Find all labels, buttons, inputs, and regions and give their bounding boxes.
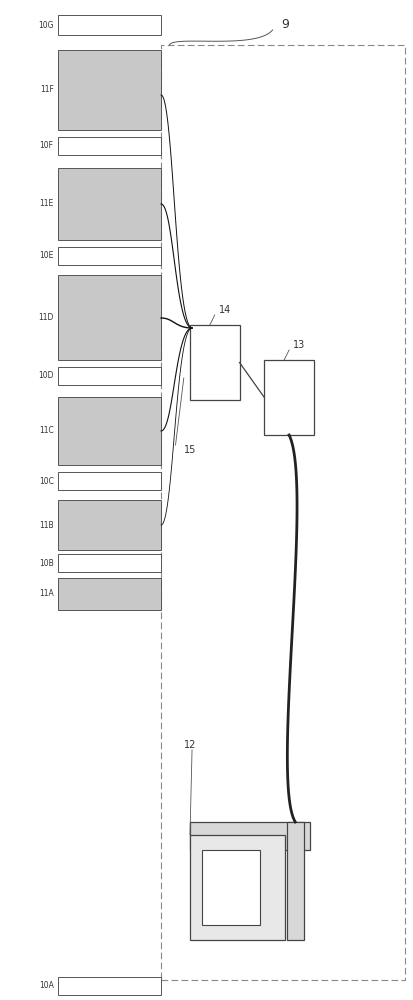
Bar: [58, 500, 161, 550]
Text: 10A: 10A: [39, 982, 54, 990]
Text: 14: 14: [219, 305, 231, 315]
Text: 10D: 10D: [38, 371, 54, 380]
Bar: [58, 275, 161, 360]
Text: 11A: 11A: [39, 589, 54, 598]
Bar: [58, 168, 161, 240]
Bar: [58, 578, 161, 610]
Text: 11F: 11F: [40, 86, 54, 95]
Bar: [58, 472, 161, 490]
Bar: [58, 977, 161, 995]
Bar: [58, 15, 161, 35]
Bar: [190, 822, 310, 850]
Bar: [264, 360, 314, 435]
Bar: [58, 168, 161, 240]
Bar: [58, 50, 161, 130]
Text: 11C: 11C: [39, 426, 54, 435]
Text: 10E: 10E: [39, 251, 54, 260]
Bar: [58, 367, 161, 385]
Bar: [202, 850, 260, 925]
Text: 11E: 11E: [39, 200, 54, 209]
Bar: [58, 397, 161, 465]
Text: 10F: 10F: [40, 141, 54, 150]
Text: 10G: 10G: [38, 20, 54, 29]
Bar: [161, 45, 405, 980]
Text: 11D: 11D: [38, 313, 54, 322]
Text: 11B: 11B: [39, 520, 54, 529]
Bar: [58, 50, 161, 130]
Bar: [58, 275, 161, 360]
Bar: [58, 137, 161, 155]
Bar: [190, 835, 285, 940]
Bar: [58, 247, 161, 265]
Text: 15: 15: [184, 445, 196, 455]
Bar: [287, 822, 304, 940]
Text: 10C: 10C: [39, 477, 54, 486]
Bar: [190, 325, 240, 400]
Bar: [58, 500, 161, 550]
Text: 12: 12: [184, 740, 196, 750]
Text: 10B: 10B: [39, 558, 54, 568]
Text: 9: 9: [281, 18, 289, 31]
Bar: [58, 397, 161, 465]
Text: 13: 13: [293, 340, 306, 350]
Bar: [58, 554, 161, 572]
Bar: [58, 578, 161, 610]
